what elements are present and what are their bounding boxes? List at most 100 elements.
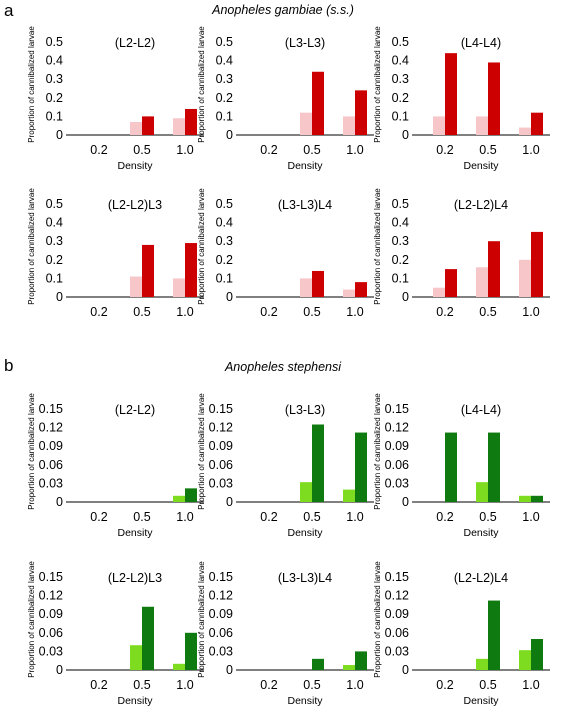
bar-light-0.5 bbox=[300, 278, 312, 297]
x-axis-label: Density bbox=[287, 160, 323, 172]
x-tick-label: 0.5 bbox=[133, 678, 150, 692]
bar-dark-1.0 bbox=[531, 231, 543, 297]
y-tick-label: 0 bbox=[402, 663, 409, 677]
y-tick-label: 0.12 bbox=[39, 589, 63, 603]
bar-light-0.5 bbox=[476, 482, 488, 502]
bar-dark-0.5 bbox=[488, 600, 500, 670]
chart-title: (L3-L3) bbox=[285, 36, 325, 50]
bar-dark-0.5 bbox=[142, 244, 154, 297]
y-tick-label: 0.3 bbox=[392, 234, 409, 248]
x-tick-label: 0.2 bbox=[90, 305, 107, 319]
y-tick-label: 0.5 bbox=[392, 35, 409, 49]
bar-light-1.0 bbox=[173, 278, 185, 297]
bar-dark-0.2 bbox=[445, 432, 457, 502]
y-tick-label: 0.3 bbox=[46, 234, 63, 248]
x-tick-label: 1.0 bbox=[176, 678, 193, 692]
y-tick-label: 0.09 bbox=[385, 439, 409, 453]
y-tick-label: 0.4 bbox=[392, 54, 409, 68]
chart-10: 0 0.03 0.06 0.09 0.12 0.15 0.2 0.5 1.0 (L2-L2)L3 D… bbox=[27, 561, 204, 707]
x-tick-label: 1.0 bbox=[522, 510, 539, 524]
y-axis-label: Proportion of cannibalized larvae bbox=[197, 393, 206, 510]
x-tick-label: 0.2 bbox=[436, 143, 453, 157]
x-tick-label: 0.5 bbox=[303, 305, 320, 319]
chart-title: (L2-L2)L3 bbox=[108, 198, 162, 212]
y-tick-label: 0.3 bbox=[392, 72, 409, 86]
chart-3: 0 0.1 0.2 0.3 0.4 0.5 0.2 0.5 1.0 (L4-L4) Density P… bbox=[373, 26, 550, 172]
bar-dark-0.2 bbox=[445, 269, 457, 297]
x-tick-label: 0.2 bbox=[260, 510, 277, 524]
chart-title: (L3-L3)L4 bbox=[278, 198, 332, 212]
x-tick-label: 0.2 bbox=[90, 678, 107, 692]
chart-5: 0 0.1 0.2 0.3 0.4 0.5 0.2 0.5 1.0 (L3-L3)L4 Propor… bbox=[197, 188, 374, 319]
y-tick-label: 0.5 bbox=[46, 197, 63, 211]
x-tick-label: 0.5 bbox=[133, 510, 150, 524]
y-tick-label: 0.5 bbox=[46, 35, 63, 49]
y-tick-label: 0.2 bbox=[392, 253, 409, 267]
bar-dark-1.0 bbox=[355, 432, 367, 502]
y-tick-label: 0.1 bbox=[46, 109, 63, 123]
bar-dark-1.0 bbox=[355, 90, 367, 135]
y-tick-label: 0.12 bbox=[385, 421, 409, 435]
chart-4: 0 0.1 0.2 0.3 0.4 0.5 0.2 0.5 1.0 (L2-L2)L3 Propor… bbox=[27, 188, 204, 319]
bar-light-0.5 bbox=[130, 121, 142, 135]
x-axis-label: Density bbox=[463, 695, 499, 707]
y-tick-label: 0.3 bbox=[216, 72, 233, 86]
y-tick-label: 0.4 bbox=[216, 54, 233, 68]
y-tick-label: 0.15 bbox=[209, 570, 233, 584]
charts-group: 0 0.1 0.2 0.3 0.4 0.5 0.2 0.5 1.0 (L2-L2) Density P… bbox=[27, 26, 550, 707]
bar-light-1.0 bbox=[519, 127, 531, 135]
x-tick-label: 1.0 bbox=[346, 678, 363, 692]
y-tick-label: 0.15 bbox=[39, 570, 63, 584]
chart-2: 0 0.1 0.2 0.3 0.4 0.5 0.2 0.5 1.0 (L3-L3) Density P… bbox=[197, 26, 374, 172]
y-axis-label: Proportion of cannibalized larvae bbox=[27, 393, 36, 510]
y-tick-label: 0.03 bbox=[209, 476, 233, 490]
bar-dark-1.0 bbox=[531, 639, 543, 670]
x-tick-label: 0.5 bbox=[479, 678, 496, 692]
y-tick-label: 0.03 bbox=[39, 644, 63, 658]
y-tick-label: 0.4 bbox=[216, 216, 233, 230]
bar-dark-1.0 bbox=[185, 243, 197, 297]
y-tick-label: 0.4 bbox=[46, 54, 63, 68]
bar-dark-0.5 bbox=[488, 241, 500, 297]
y-tick-label: 0.5 bbox=[216, 35, 233, 49]
bar-dark-0.5 bbox=[312, 658, 324, 670]
bar-dark-1.0 bbox=[531, 495, 543, 502]
y-tick-label: 0.06 bbox=[39, 458, 63, 472]
y-tick-label: 0.4 bbox=[46, 216, 63, 230]
y-axis-label: Proportion of cannibalized larvae bbox=[373, 393, 382, 510]
panel-a-letter: a bbox=[4, 1, 14, 20]
chart-8: 0 0.03 0.06 0.09 0.12 0.15 0.2 0.5 1.0 (L3-L3) Den… bbox=[197, 393, 374, 539]
x-tick-label: 1.0 bbox=[346, 143, 363, 157]
bar-light-1.0 bbox=[519, 495, 531, 502]
x-axis-label: Density bbox=[287, 527, 323, 539]
y-axis-label: Proportion of cannibalized larvae bbox=[27, 188, 36, 305]
x-tick-label: 0.5 bbox=[479, 143, 496, 157]
x-axis-label: Density bbox=[463, 527, 499, 539]
x-tick-label: 0.2 bbox=[436, 510, 453, 524]
x-tick-label: 0.2 bbox=[260, 143, 277, 157]
chart-7: 0 0.03 0.06 0.09 0.12 0.15 0.2 0.5 1.0 (L2-L2) Den… bbox=[27, 393, 204, 539]
y-tick-label: 0.4 bbox=[392, 216, 409, 230]
y-tick-label: 0.1 bbox=[46, 271, 63, 285]
y-tick-label: 0.2 bbox=[46, 91, 63, 105]
chart-title: (L4-L4) bbox=[461, 403, 501, 417]
y-tick-label: 0.12 bbox=[385, 589, 409, 603]
bar-light-1.0 bbox=[343, 289, 355, 297]
y-axis-label: Proportion of cannibalized larvae bbox=[197, 26, 206, 143]
y-tick-label: 0.15 bbox=[385, 402, 409, 416]
x-tick-label: 1.0 bbox=[176, 305, 193, 319]
x-tick-label: 0.2 bbox=[436, 305, 453, 319]
chart-title: (L3-L3) bbox=[285, 403, 325, 417]
y-tick-label: 0.12 bbox=[39, 421, 63, 435]
bar-dark-1.0 bbox=[531, 112, 543, 135]
bar-light-0.5 bbox=[130, 645, 142, 670]
x-axis-label: Density bbox=[287, 695, 323, 707]
y-tick-label: 0 bbox=[56, 663, 63, 677]
bar-dark-0.5 bbox=[312, 71, 324, 135]
y-tick-label: 0 bbox=[56, 495, 63, 509]
bar-dark-0.5 bbox=[142, 606, 154, 670]
x-tick-label: 0.2 bbox=[436, 678, 453, 692]
y-tick-label: 0.15 bbox=[385, 570, 409, 584]
y-tick-label: 0.2 bbox=[46, 253, 63, 267]
